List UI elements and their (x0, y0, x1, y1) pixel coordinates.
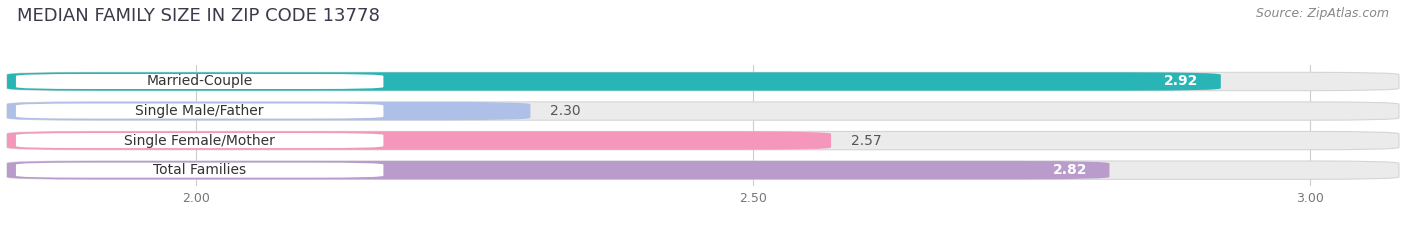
FancyBboxPatch shape (7, 131, 831, 150)
Text: Total Families: Total Families (153, 163, 246, 177)
FancyBboxPatch shape (15, 163, 384, 178)
FancyBboxPatch shape (7, 102, 1399, 120)
FancyBboxPatch shape (7, 102, 530, 120)
Text: 2.82: 2.82 (1053, 163, 1087, 177)
FancyBboxPatch shape (7, 161, 1399, 179)
FancyBboxPatch shape (7, 72, 1399, 91)
Text: Single Male/Father: Single Male/Father (135, 104, 264, 118)
Text: Source: ZipAtlas.com: Source: ZipAtlas.com (1256, 7, 1389, 20)
FancyBboxPatch shape (7, 131, 1399, 150)
Text: Married-Couple: Married-Couple (146, 75, 253, 89)
Text: MEDIAN FAMILY SIZE IN ZIP CODE 13778: MEDIAN FAMILY SIZE IN ZIP CODE 13778 (17, 7, 380, 25)
FancyBboxPatch shape (7, 161, 1109, 179)
FancyBboxPatch shape (15, 74, 384, 89)
Text: 2.30: 2.30 (550, 104, 581, 118)
Text: 2.57: 2.57 (851, 134, 882, 147)
FancyBboxPatch shape (15, 103, 384, 119)
Text: Single Female/Mother: Single Female/Mother (124, 134, 276, 147)
FancyBboxPatch shape (7, 72, 1220, 91)
FancyBboxPatch shape (15, 133, 384, 148)
Text: 2.92: 2.92 (1164, 75, 1198, 89)
